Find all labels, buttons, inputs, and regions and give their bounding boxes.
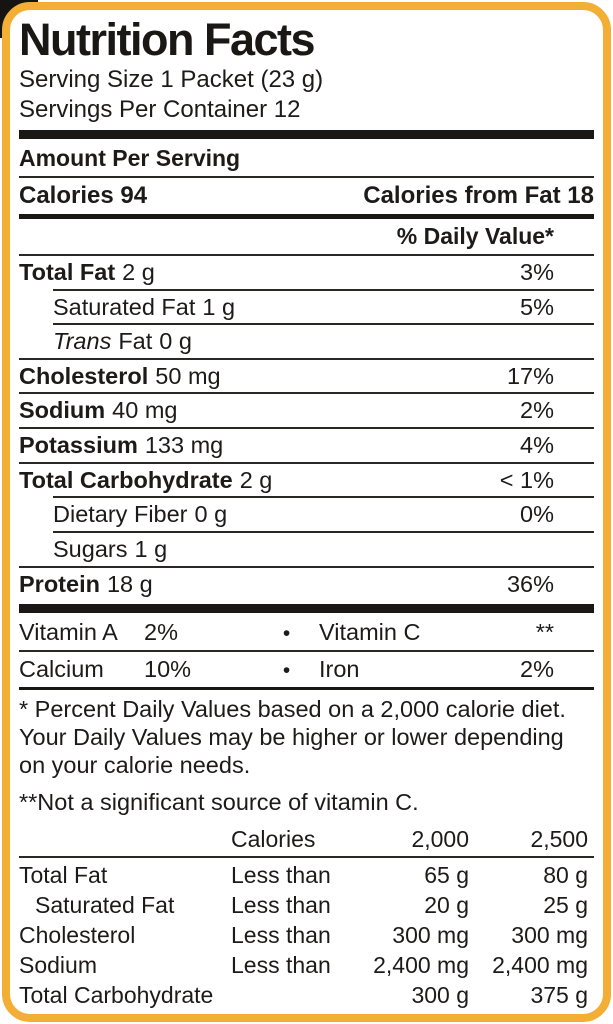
vitamin-c-footnote: **Not a significant source of vitamin C. (19, 789, 419, 816)
divider (19, 856, 594, 859)
divider (19, 253, 594, 256)
reference-row-saturated-fat: Saturated Fat Less than 20 g 25 g (35, 891, 588, 918)
nutrient-name: Total Fat (19, 258, 116, 285)
vitamin-name: Vitamin C (319, 619, 421, 646)
nutrient-name: Sodium (19, 397, 106, 424)
calories-value: Calories 94 (19, 181, 148, 209)
nutrient-amount: 2 g (122, 258, 155, 285)
nutrient-dv (554, 327, 594, 356)
nutrient-amount: 133 mg (144, 432, 224, 459)
divider (53, 323, 594, 326)
nutrient-name: Dietary Fiber (53, 501, 188, 528)
nutrient-amount: 1 g (202, 293, 236, 320)
nutrient-dv: 4% (520, 432, 554, 459)
nutrient-dv: 0% (520, 501, 554, 528)
nutrient-amount: 0 g (194, 501, 228, 528)
vitamin-value: 2% (520, 656, 554, 683)
page-title: Nutrition Facts (19, 14, 316, 65)
divider (19, 565, 594, 568)
reference-row-total-fat: Total Fat Less than 65 g 80 g (19, 861, 588, 888)
nutrient-name: Trans (53, 328, 112, 355)
divider (19, 175, 594, 178)
nutrient-name-rest: Fat (118, 328, 153, 355)
reference-table: Calories 2,000 2,500 Total Fat Less than… (19, 824, 594, 1014)
vitamin-row-a-c: Vitamin A 2% • Vitamin C ** (19, 615, 594, 650)
thick-divider (19, 604, 594, 614)
divider (53, 531, 594, 534)
reference-row-sodium: Sodium Less than 2,400 mg 2,400 mg (19, 951, 588, 978)
nutrient-dv: 3% (520, 258, 554, 285)
nutrient-row-dietary-fiber: Dietary Fiber 0 g 0% (19, 498, 594, 531)
amount-per-serving-heading: Amount Per Serving (19, 144, 241, 171)
nutrient-name: Potassium (19, 432, 138, 459)
divider (53, 288, 594, 291)
vitamin-row-calcium-iron: Calcium 10% • Iron 2% (19, 652, 594, 687)
vitamin-value: 10% (144, 656, 192, 683)
nutrient-row-sodium: Sodium 40 mg 2% (19, 394, 594, 427)
reference-row-dietary-fiber: Dietary Fiber 25 g 30 g (19, 1011, 594, 1014)
thick-divider (19, 129, 594, 139)
divider (53, 496, 594, 499)
nutrient-row-trans-fat: Trans Fat 0 g (19, 325, 594, 358)
nutrient-amount: 18 g (106, 570, 153, 597)
nutrient-name: Saturated Fat (53, 293, 196, 320)
empty-cell (19, 826, 231, 853)
nutrient-name: Sugars (53, 536, 128, 563)
nutrient-name: Total Carbohydrate (19, 466, 233, 493)
vitamin-value: 2% (144, 619, 178, 646)
nutrient-amount: 2 g (239, 466, 273, 493)
vitamin-name: Calcium (19, 656, 104, 683)
nutrient-dv: 17% (506, 362, 554, 389)
divider (19, 213, 594, 219)
divider (19, 357, 594, 360)
daily-values-footnote: * Percent Daily Values based on a 2,000 … (19, 695, 566, 779)
divider (19, 427, 594, 430)
reference-row-cholesterol: Cholesterol Less than 300 mg 300 mg (19, 921, 588, 948)
nutrient-dv (554, 535, 594, 564)
nutrient-amount: 0 g (159, 328, 192, 355)
servings-per-container: Servings Per Container 12 (19, 95, 301, 123)
divider (19, 686, 594, 690)
nutrient-name: Cholesterol (19, 362, 149, 389)
nutrient-name: Protein (19, 570, 100, 597)
nutrient-row-total-carbohydrate: Total Carbohydrate 2 g < 1% (19, 464, 594, 497)
vitamin-value: ** (535, 619, 554, 646)
nutrient-row-protein: Protein 18 g 36% (19, 568, 594, 601)
calories-from-fat-value: Calories from Fat 18 (363, 181, 594, 209)
nutrient-amount: 50 mg (155, 362, 221, 389)
header-calories: Calories (231, 825, 316, 852)
nutrient-amount: 40 mg (112, 397, 178, 424)
nutrient-row-potassium: Potassium 133 mg 4% (19, 429, 594, 462)
header-2500: 2,500 (530, 825, 588, 852)
divider (19, 461, 594, 464)
vitamin-name: Vitamin A (19, 619, 118, 646)
calories-row: Calories 94 Calories from Fat 18 (19, 178, 594, 214)
divider (19, 392, 594, 395)
nutrient-dv: 2% (520, 397, 554, 424)
reference-row-total-carbohydrate: Total Carbohydrate 300 g 375 g (19, 982, 588, 1009)
serving-size: Serving Size 1 Packet (23 g) (19, 65, 324, 93)
bullet-separator: • (282, 659, 291, 683)
header-2000: 2,000 (411, 825, 469, 852)
nutrient-row-total-fat: Total Fat 2 g 3% (19, 256, 594, 289)
divider (19, 650, 594, 653)
nutrient-row-cholesterol: Cholesterol 50 mg 17% (19, 360, 594, 393)
nutrient-amount: 1 g (134, 536, 168, 563)
bullet-separator: • (282, 622, 291, 646)
nutrient-row-sugars: Sugars 1 g (19, 533, 594, 566)
nutrient-dv: 36% (506, 570, 554, 597)
nutrient-row-saturated-fat: Saturated Fat 1 g 5% (19, 291, 594, 324)
reference-table-header: Calories 2,000 2,500 (19, 824, 594, 856)
daily-value-header: % Daily Value* (396, 222, 554, 249)
nutrient-dv: < 1% (499, 466, 554, 493)
vitamin-name: Iron (319, 656, 360, 683)
nutrient-dv: 5% (520, 293, 554, 320)
